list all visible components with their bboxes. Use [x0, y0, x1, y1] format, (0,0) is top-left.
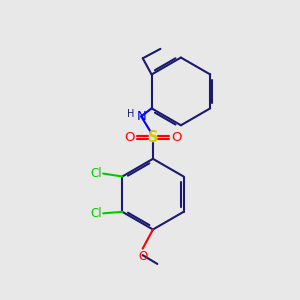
Text: O: O: [138, 250, 147, 263]
Text: Cl: Cl: [90, 207, 102, 220]
Text: N: N: [136, 110, 146, 123]
Text: O: O: [172, 131, 182, 144]
Text: O: O: [124, 131, 134, 144]
Text: H: H: [127, 109, 135, 119]
Text: S: S: [148, 130, 158, 145]
Text: Cl: Cl: [90, 167, 102, 180]
